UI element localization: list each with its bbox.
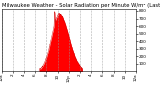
Text: Milwaukee Weather - Solar Radiation per Minute W/m² (Last 24 Hours): Milwaukee Weather - Solar Radiation per … xyxy=(2,3,160,8)
